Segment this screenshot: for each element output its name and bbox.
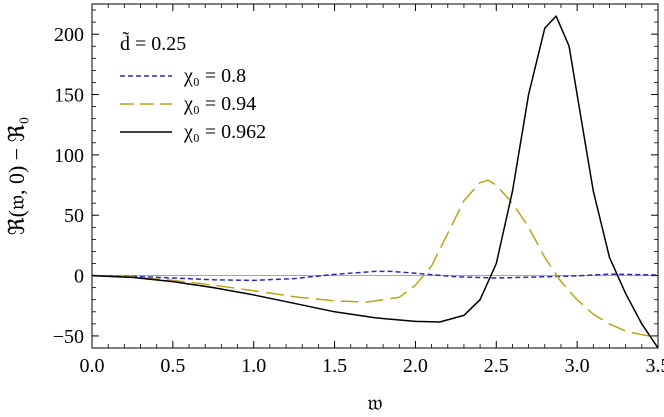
legend-label-3: χ₀ = 0.962 [183,121,266,143]
plot-frame [91,3,659,349]
series-group [91,15,659,349]
legend-label-1: χ₀ = 0.8 [183,65,246,87]
legend-label-2: χ₀ = 0.94 [183,93,256,115]
x-tick-label: 2.0 [403,355,428,377]
x-tick-label: 3.5 [646,355,664,377]
x-tick-label: 3.0 [565,355,590,377]
series-line-3 [91,15,659,349]
legend: d̃ = 0.25 χ₀ = 0.8 χ₀ = 0.94 χ₀ = 0.962 [120,30,266,143]
legend-header: d̃ = 0.25 [120,30,186,55]
y-tick-label: 200 [54,24,84,46]
y-axis-label: ℜ(𝔴, 0) − ℜ₀ [4,117,29,236]
x-tick-label: 1.5 [322,355,347,377]
y-tick-label: −50 [53,326,84,348]
y-tick-label: 50 [64,205,84,227]
x-axis-ticks: 0.0 0.5 1.0 1.5 2.0 2.5 3.0 3.5 [80,4,664,377]
x-tick-label: 2.5 [484,355,509,377]
y-axis-ticks: −50 0 50 100 150 200 [53,9,658,348]
y-tick-label: 0 [74,266,84,288]
legend-items: χ₀ = 0.8 χ₀ = 0.94 χ₀ = 0.962 [120,65,266,143]
x-tick-label: 0.0 [80,355,105,377]
x-tick-label: 1.0 [241,355,266,377]
y-tick-label: 100 [54,145,84,167]
series-line-2 [91,179,659,338]
x-tick-label: 0.5 [160,355,185,377]
x-axis-label: 𝔴 [367,390,382,415]
y-tick-label: 150 [54,85,84,107]
